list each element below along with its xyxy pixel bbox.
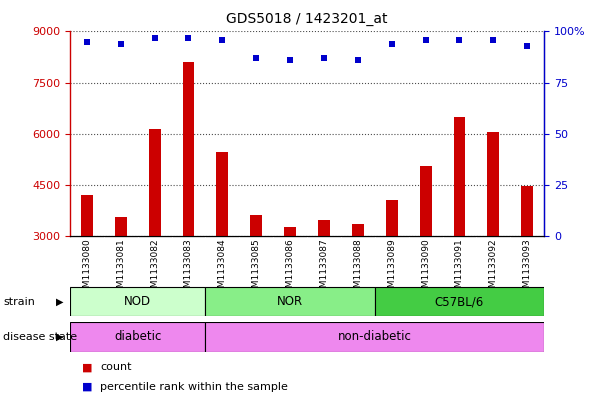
Text: strain: strain (3, 297, 35, 307)
Bar (488, 132, 499, 338)
Bar (386, 200, 398, 338)
Text: diabetic: diabetic (114, 331, 161, 343)
Text: count: count (100, 362, 132, 373)
Point (319, 55, 329, 61)
Text: disease state: disease state (3, 332, 77, 342)
Point (184, 35, 193, 41)
Bar (250, 215, 262, 338)
Text: C57BL/6: C57BL/6 (435, 295, 484, 308)
Point (285, 57, 295, 63)
Bar (182, 62, 195, 338)
Bar (454, 117, 465, 338)
Text: GSM1133090: GSM1133090 (421, 238, 430, 299)
Text: NOD: NOD (124, 295, 151, 308)
Text: GSM1133092: GSM1133092 (489, 238, 498, 299)
Bar (206, 287, 375, 316)
Text: GSM1133087: GSM1133087 (319, 238, 328, 299)
Text: GSM1133082: GSM1133082 (150, 238, 159, 299)
Text: GSM1133093: GSM1133093 (523, 238, 532, 299)
Text: ▶: ▶ (57, 332, 64, 342)
Text: GSM1133084: GSM1133084 (218, 238, 227, 299)
Text: non-diabetic: non-diabetic (338, 331, 412, 343)
Text: GDS5018 / 1423201_at: GDS5018 / 1423201_at (226, 12, 388, 26)
Bar (284, 227, 296, 338)
Text: GSM1133091: GSM1133091 (455, 238, 464, 299)
Text: GSM1133085: GSM1133085 (252, 238, 261, 299)
Bar (206, 322, 544, 352)
Point (218, 37, 227, 43)
Point (116, 40, 126, 47)
Point (353, 57, 363, 63)
Bar (352, 224, 364, 338)
Bar (81, 195, 93, 338)
Text: GSM1133086: GSM1133086 (286, 238, 295, 299)
Point (150, 35, 159, 41)
Text: GSM1133081: GSM1133081 (116, 238, 125, 299)
Point (488, 37, 498, 43)
Text: percentile rank within the sample: percentile rank within the sample (100, 382, 288, 392)
Text: ▶: ▶ (57, 297, 64, 307)
Text: GSM1133083: GSM1133083 (184, 238, 193, 299)
Bar (375, 287, 544, 316)
Bar (420, 166, 432, 338)
Bar (70, 322, 206, 352)
Point (251, 55, 261, 61)
Bar (521, 186, 533, 338)
Bar (70, 287, 206, 316)
Point (522, 42, 532, 49)
Bar (149, 129, 161, 338)
Text: NOR: NOR (277, 295, 303, 308)
Text: ■: ■ (82, 362, 92, 373)
Point (387, 40, 396, 47)
Text: GSM1133088: GSM1133088 (353, 238, 362, 299)
Text: GSM1133080: GSM1133080 (82, 238, 91, 299)
Bar (318, 220, 330, 338)
Text: GSM1133089: GSM1133089 (387, 238, 396, 299)
Point (82, 39, 92, 45)
Bar (216, 152, 228, 338)
Point (455, 37, 465, 43)
Text: ■: ■ (82, 382, 92, 392)
Bar (115, 217, 126, 338)
Point (421, 37, 430, 43)
